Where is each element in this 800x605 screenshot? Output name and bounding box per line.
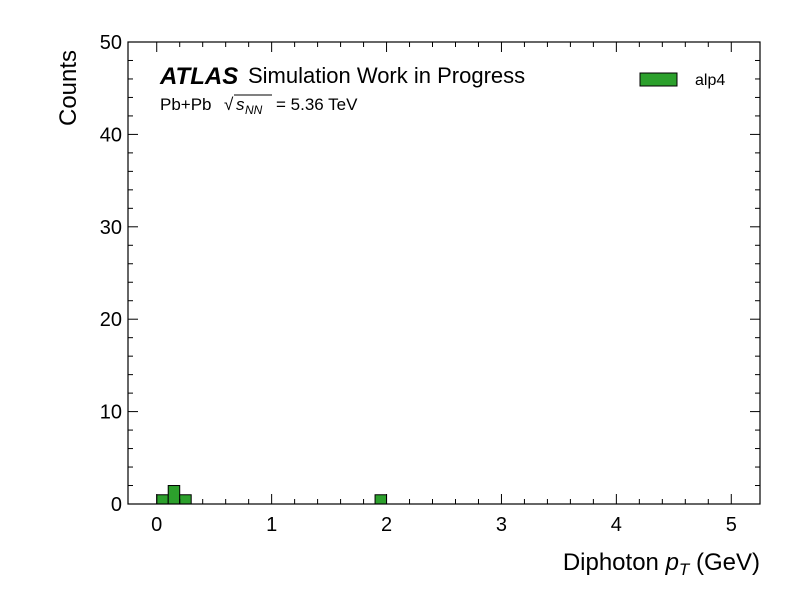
histogram-bar (156, 494, 169, 505)
plot-frame (127, 41, 761, 505)
y-tick-label: 20 (100, 309, 122, 331)
svg-text:√: √ (224, 95, 234, 114)
y-tick-label: 40 (100, 124, 122, 146)
y-tick-label: 50 (100, 32, 122, 54)
y-tick-label: 10 (100, 402, 122, 424)
histogram-bar (179, 494, 192, 505)
x-axis-label: Diphoton pT (GeV) (563, 549, 760, 579)
legend-swatch-alp4 (639, 72, 678, 87)
collision-energy-label: = 5.36 TeV (276, 95, 358, 114)
legend-label-alp4: alp4 (695, 72, 725, 89)
sqrt-symbol-icon: √ s NN (224, 94, 272, 117)
y-axis-label: Counts (55, 50, 82, 126)
x-tick-label: 3 (496, 514, 507, 536)
y-tick-label: 30 (100, 217, 122, 239)
x-tick-label: 2 (381, 514, 392, 536)
axis-ticks (128, 41, 760, 505)
collision-system-label: Pb+Pb (160, 95, 212, 114)
svg-text:s: s (236, 95, 245, 114)
atlas-label: ATLAS (159, 63, 238, 90)
histogram-bar (167, 485, 181, 505)
x-tick-label: 1 (266, 514, 277, 536)
histogram-bar (374, 494, 388, 505)
x-tick-label: 0 (151, 514, 162, 536)
x-tick-label: 5 (726, 514, 737, 536)
atlas-status-label: Simulation Work in Progress (248, 63, 525, 88)
x-tick-label: 4 (611, 514, 622, 536)
svg-text:NN: NN (245, 103, 263, 117)
y-tick-label: 0 (111, 494, 122, 516)
